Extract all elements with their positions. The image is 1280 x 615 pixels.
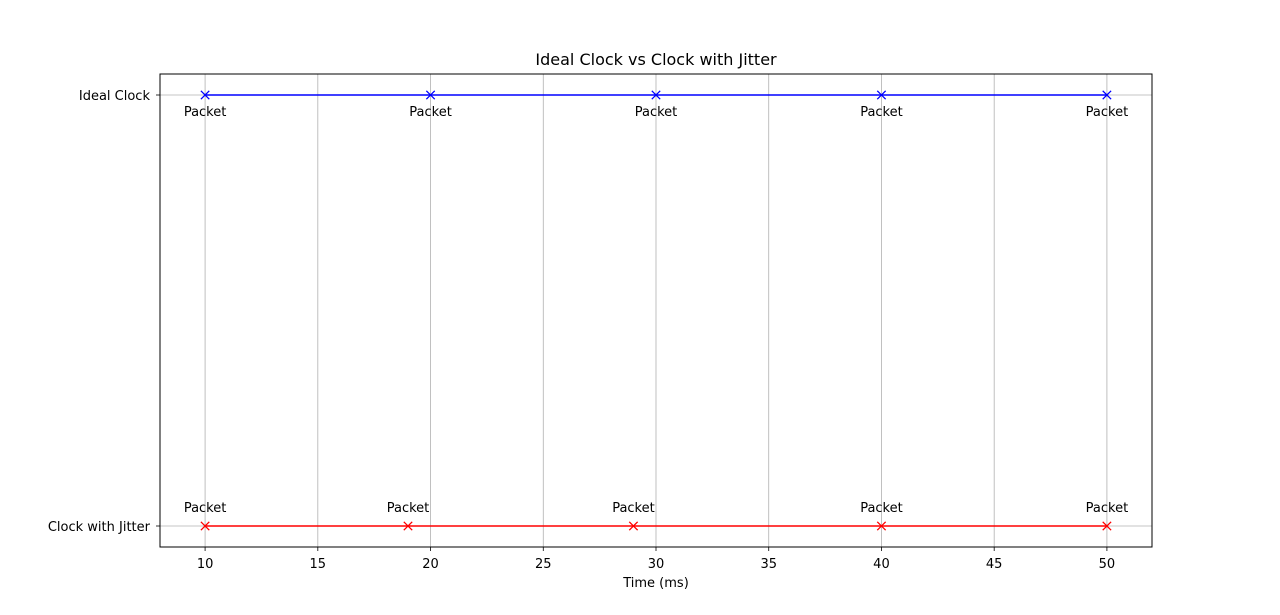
grid — [160, 74, 1152, 547]
data-point-marker — [876, 90, 887, 100]
data-label: Packet — [184, 105, 227, 120]
data-point-marker — [1102, 521, 1112, 531]
x-tick-label: 10 — [197, 557, 214, 572]
x-tick-label: 40 — [873, 557, 890, 572]
marker-stroke — [876, 90, 887, 100]
data-point-marker — [200, 521, 210, 531]
data-label: Packet — [860, 105, 903, 120]
series-layer: Packet Packet Packet Packet Packet Packet Pack… — [184, 90, 1129, 531]
marker-stroke — [403, 521, 413, 531]
data-label: Packet — [184, 501, 227, 516]
data-label: Packet — [1086, 501, 1129, 516]
marker-stroke — [200, 90, 210, 100]
data-point-marker — [403, 521, 413, 531]
x-axis-label: Time (ms) — [622, 576, 689, 591]
data-label: Packet — [1086, 105, 1129, 120]
data-label: Packet — [635, 105, 678, 120]
data-point-marker — [425, 90, 436, 100]
data-label: Packet — [860, 501, 903, 516]
x-tick-label: 15 — [310, 557, 327, 572]
data-label: Packet — [409, 105, 452, 120]
marker-stroke — [1102, 521, 1112, 531]
x-tick-label: 25 — [535, 557, 552, 572]
data-label: Packet — [387, 501, 430, 516]
marker-stroke — [200, 521, 210, 531]
x-tick-label: 35 — [760, 557, 777, 572]
x-axis-ticks: 10 15 20 25 30 35 40 45 50 — [197, 547, 1115, 572]
x-tick-label: 30 — [648, 557, 665, 572]
data-label: Packet — [612, 501, 655, 516]
data-point-marker — [628, 521, 639, 531]
marker-stroke — [876, 521, 887, 531]
data-point-marker — [651, 90, 661, 100]
x-tick-label: 20 — [422, 557, 439, 572]
x-tick-label: 45 — [986, 557, 1003, 572]
marker-stroke — [425, 90, 436, 100]
marker-stroke — [651, 90, 661, 100]
data-point-marker — [1102, 90, 1112, 100]
y-axis-ticks: Ideal Clock Clock with Jitter — [48, 89, 160, 535]
marker-stroke — [1102, 90, 1112, 100]
data-point-marker — [876, 521, 887, 531]
marker-stroke — [628, 521, 639, 531]
x-tick-label: 50 — [1099, 557, 1116, 572]
y-category-label: Ideal Clock — [79, 89, 151, 104]
data-point-marker — [200, 90, 210, 100]
chart-title: Ideal Clock vs Clock with Jitter — [535, 50, 777, 69]
y-category-label: Clock with Jitter — [48, 520, 151, 535]
